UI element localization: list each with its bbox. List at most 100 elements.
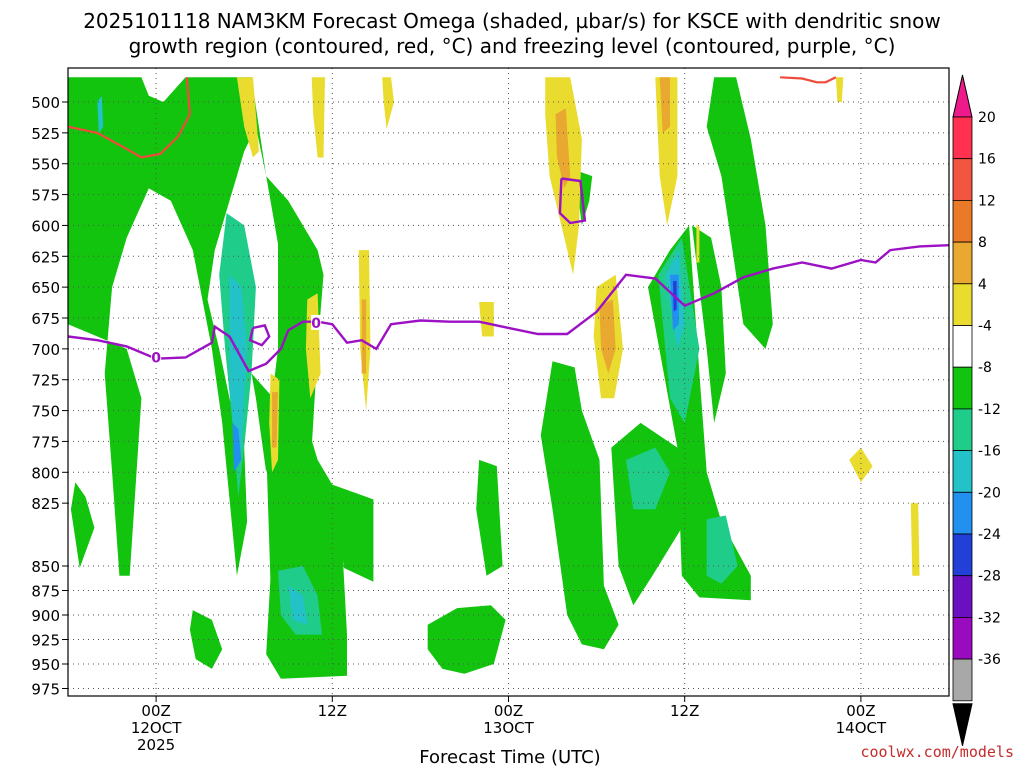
colorbar-swatch-7 [952, 408, 973, 451]
x-tick-label-48-1: 00Z [846, 702, 875, 720]
colorbar-swatch-0 [952, 116, 973, 160]
colorbar-bottom-arrow [952, 703, 973, 746]
y-tick-label-925: 925 [31, 632, 60, 650]
omega-region-neg4-11 [706, 77, 773, 349]
y-tick-label-575: 575 [31, 187, 60, 205]
y-tick-label-725: 725 [31, 372, 60, 390]
colorbar-legend: 20 16 12 8 4 -4 -8 -12 -16 -20 -24 -28 -32 -36 [952, 74, 1001, 746]
chart-title-line-2: growth region (contoured, red, °C) and f… [129, 34, 896, 58]
colorbar-swatch-1 [952, 158, 973, 201]
x-tick-label-0-2: 12OCT [131, 719, 182, 737]
y-tick-label-625: 625 [31, 248, 60, 266]
omega-region-neg8-3 [626, 447, 670, 510]
omega-region-neg12-3 [97, 95, 104, 133]
freezing-label-bg-1 [311, 314, 322, 330]
omega-region-neg16-0 [232, 422, 242, 473]
chart-title: 2025101118 NAM3KM Forecast Omega (shaded… [83, 9, 941, 58]
colorbar-swatch-9 [952, 491, 973, 535]
x-tick-label-24-1: 00Z [494, 702, 523, 720]
omega-region-neg4-2 [251, 373, 347, 679]
y-tick-label-750: 750 [31, 403, 60, 421]
omega-region-pos4-9 [479, 302, 494, 337]
y-tick-label-775: 775 [31, 433, 60, 451]
freezing-label-bg-0 [151, 349, 162, 365]
colorbar-label-0: 20 [978, 110, 996, 126]
gridlines [68, 68, 949, 696]
x-tick-label-0-1: 00Z [141, 702, 170, 720]
freezing-level-loop-1 [558, 177, 587, 225]
omega-region-neg4-3 [332, 484, 374, 582]
omega-region-pos8-0 [555, 108, 571, 189]
omega-region-neg8-4 [706, 515, 738, 584]
y-tick-label-650: 650 [31, 279, 60, 297]
dgz-contour-0 [68, 77, 192, 159]
omega-region-pos8-4 [361, 299, 367, 374]
y-axis: 500 525 550 575 600 625 650 675 700 725 750 775 800 8… [31, 94, 68, 699]
x-tick-label-0-3: 2025 [137, 736, 175, 754]
colorbar-top-arrow [952, 74, 973, 118]
omega-region-neg4-1 [192, 151, 237, 226]
colorbar-label-10: -24 [978, 527, 1001, 543]
x-tick-label-12-1: 12Z [318, 702, 347, 720]
credit-link[interactable]: coolwx.com/models [860, 743, 1014, 761]
colorbar-label-9: -20 [978, 485, 1001, 501]
x-tick-label-48-2: 14OCT [836, 719, 887, 737]
colorbar-label-5: -4 [978, 319, 992, 335]
dgz-contour-1 [780, 76, 837, 84]
colorbar-label-8: -16 [978, 444, 1001, 460]
y-tick-label-800: 800 [31, 464, 60, 482]
y-tick-label-825: 825 [31, 495, 60, 513]
omega-region-pos4-13 [696, 225, 700, 263]
colorbar-label-11: -28 [978, 569, 1001, 585]
y-tick-label-700: 700 [31, 341, 60, 359]
y-tick-label-850: 850 [31, 558, 60, 576]
colorbar-swatch-3 [952, 241, 973, 285]
colorbar-label-1: 16 [978, 152, 996, 168]
omega-region-pos4-12 [835, 77, 844, 102]
colorbar-swatch-13 [952, 658, 973, 702]
y-tick-label-500: 500 [31, 94, 60, 112]
omega-region-neg4-5 [70, 482, 95, 568]
colorbar-label-2: 12 [978, 193, 996, 209]
colorbar-label-7: -12 [978, 402, 1001, 418]
colorbar-swatch-6 [952, 366, 973, 410]
y-tick-label-525: 525 [31, 125, 60, 143]
plot-area: 00 [67, 67, 950, 697]
y-tick-label-550: 550 [31, 156, 60, 174]
omega-region-neg4-7 [476, 459, 503, 576]
omega-region-pos4-10 [849, 447, 873, 483]
freezing-level-label-0: 0 [151, 351, 161, 367]
colorbar-swatch-10 [952, 533, 973, 577]
colorbar-swatch-2 [952, 199, 973, 243]
colorbar-swatch-12 [952, 617, 973, 660]
colorbar-swatch-8 [952, 450, 973, 493]
colorbar-label-13: -36 [978, 652, 1001, 668]
freezing-level-loop-0 [248, 324, 271, 347]
omega-region-neg4-8 [540, 361, 619, 650]
colorbar-label-3: 8 [978, 235, 987, 251]
colorbar-swatch-4 [952, 283, 973, 326]
y-tick-label-875: 875 [31, 583, 60, 601]
colorbar-swatch-11 [952, 575, 973, 618]
omega-region-neg4-4 [189, 610, 223, 669]
omega-region-neg4-0 [68, 77, 324, 606]
omega-region-neg4-6 [427, 605, 506, 674]
chart-title-line-1: 2025101118 NAM3KM Forecast Omega (shaded… [83, 9, 941, 33]
y-tick-label-950: 950 [31, 656, 60, 674]
colorbar-label-4: 4 [978, 277, 987, 293]
omega-region-pos4-4 [655, 77, 678, 226]
omega-region-pos8-3 [272, 392, 278, 448]
y-tick-label-900: 900 [31, 607, 60, 625]
omega-region-neg4-12 [692, 225, 726, 423]
omega-region-pos4-2 [382, 77, 394, 130]
omega-region-pos8-1 [659, 77, 670, 133]
omega-region-neg12-0 [229, 274, 248, 460]
y-tick-label-975: 975 [31, 681, 60, 699]
omega-region-pos4-1 [311, 77, 325, 158]
colorbar-label-12: -32 [978, 610, 1001, 626]
y-tick-label-675: 675 [31, 310, 60, 328]
colorbar-label-6: -8 [978, 360, 992, 376]
colorbar-swatch-5 [952, 325, 973, 368]
omega-region-pos4-11 [910, 503, 920, 576]
